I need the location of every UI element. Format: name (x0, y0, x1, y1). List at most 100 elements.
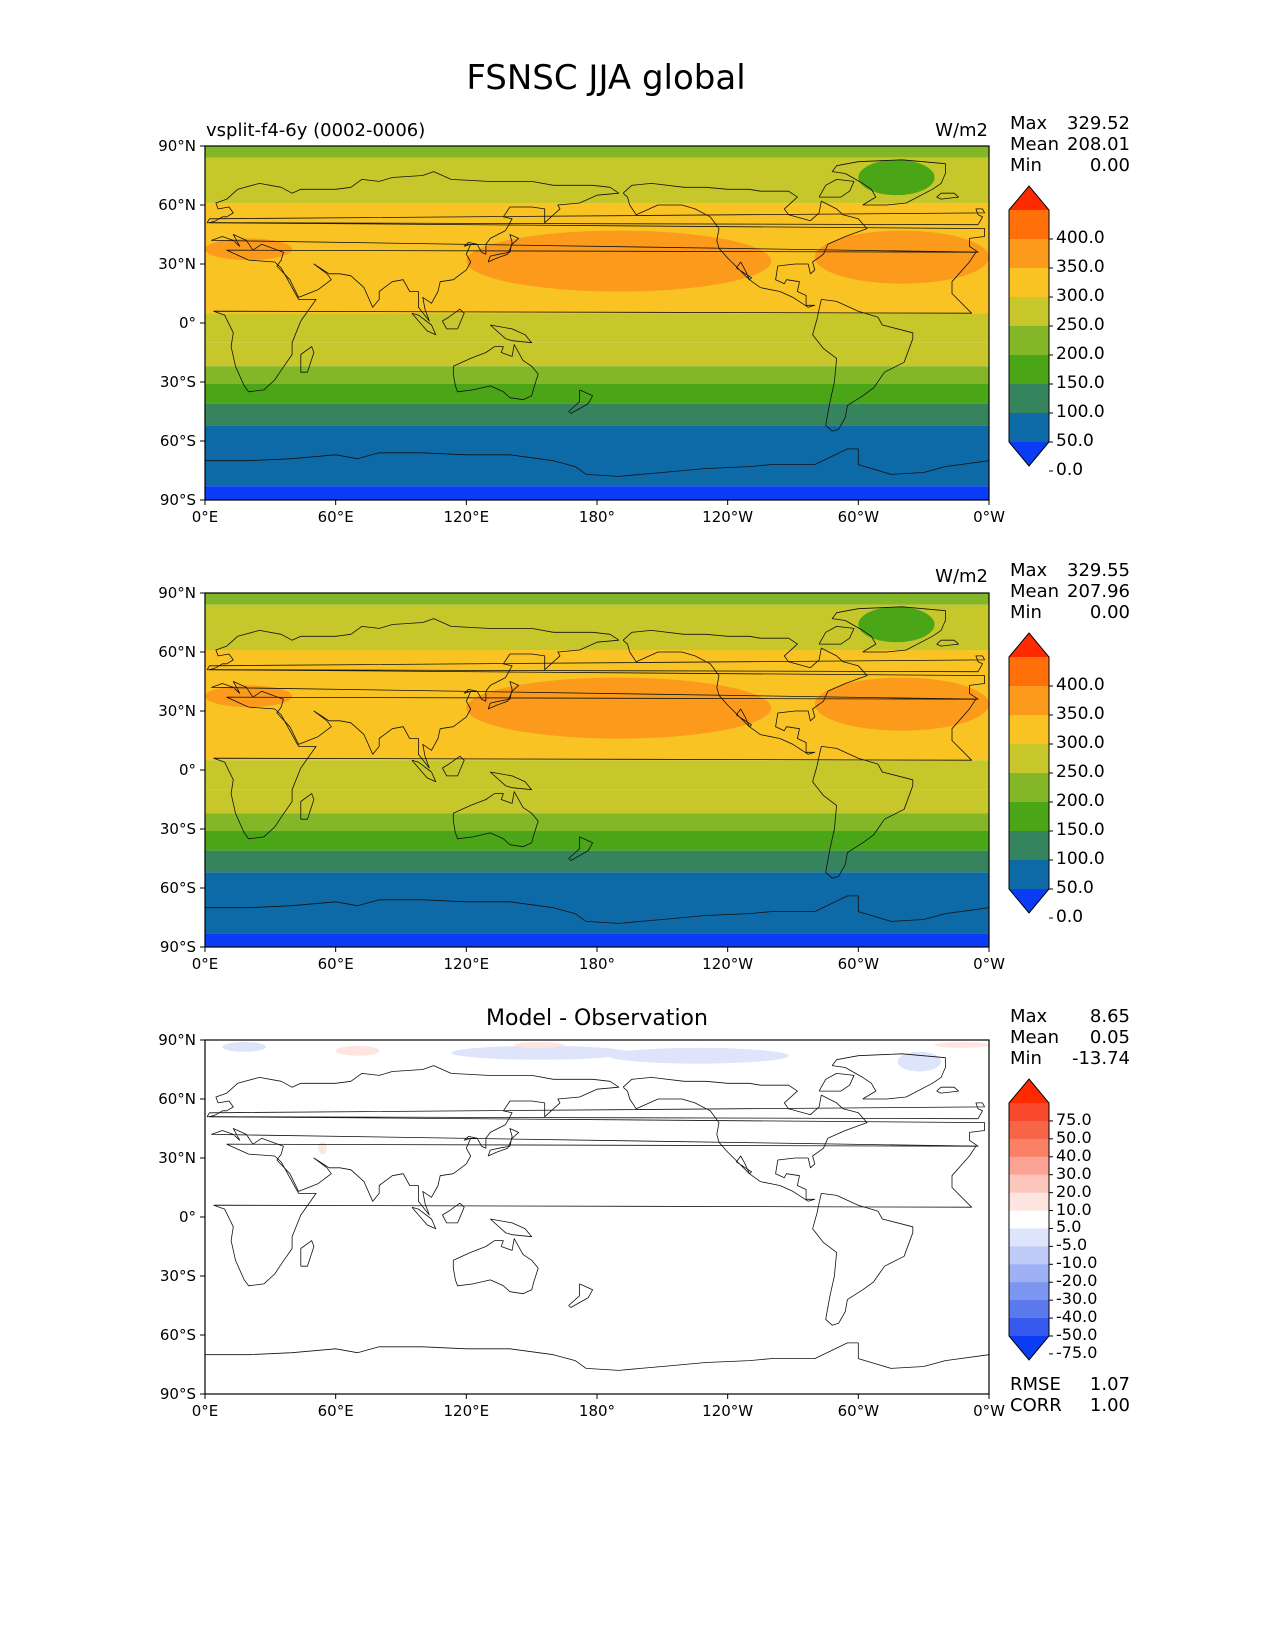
colorbar-segment (1009, 326, 1049, 356)
ytick-label: 60°N (158, 1090, 196, 1108)
field-band (205, 403, 989, 426)
field-band (205, 366, 989, 384)
colorbar-under-extend (1009, 1336, 1049, 1360)
colorbar-tick-label: 5.0 (1056, 1217, 1082, 1237)
colorbar-segment (1009, 384, 1049, 414)
coast-japan (487, 234, 519, 263)
xtick-label: 120°W (702, 508, 754, 526)
ytick-label: 60°S (159, 1326, 196, 1344)
colorbar-segment (1009, 773, 1049, 803)
colorbar-reference (1008, 632, 1053, 919)
coast-madagascar (300, 1240, 315, 1267)
xtick-label: 180° (578, 1402, 616, 1420)
colorbar-segment (1009, 1300, 1049, 1319)
colorbar-segment (1009, 297, 1049, 327)
field-band (205, 789, 989, 814)
xtick-label: 60°W (837, 1402, 880, 1420)
field-band (205, 760, 989, 790)
coast-british-isles (206, 655, 985, 673)
colorbar-segment (1009, 413, 1049, 443)
xtick-label: 120°W (702, 955, 754, 973)
colorbar-tick-label: 400.0 (1056, 227, 1105, 248)
colorbar-segment (1009, 1174, 1049, 1194)
colorbar-tick-label: 350.0 (1056, 703, 1105, 724)
coast-sumatra (411, 312, 437, 336)
colorbar-over-extend (1009, 186, 1049, 210)
colorbar-segment (1009, 1264, 1049, 1283)
colorbar-segment (1009, 1282, 1049, 1301)
coast-south-america (812, 1193, 914, 1326)
coast-new-zealand (568, 1283, 593, 1308)
ytick-label: 30°N (158, 1149, 196, 1167)
colorbar-segment (1009, 1228, 1049, 1247)
xtick-label: 60°E (317, 955, 354, 973)
stat-rmse-value: 1.07 (1089, 1374, 1130, 1395)
ytick-label: 0° (178, 314, 196, 332)
field-band (205, 157, 989, 178)
field-patch (607, 1047, 789, 1064)
colorbar-segment (1009, 1138, 1049, 1158)
coast-eurasia (209, 1065, 985, 1216)
stat-min-label: Min (1010, 602, 1042, 623)
colorbar-tick-label: 350.0 (1056, 256, 1105, 277)
colorbar-segment (1009, 686, 1049, 716)
stat-min-label: Min (1010, 1048, 1042, 1069)
xtick-label: 0°E (191, 508, 219, 526)
xtick-label: 120°E (443, 1402, 490, 1420)
field-band (205, 813, 989, 831)
ytick-label: 30°S (159, 1267, 196, 1285)
colorbar-test (1008, 185, 1053, 472)
stat-mean-value: 207.96 (1067, 581, 1130, 602)
colorbar-tick-label: 75.0 (1056, 1109, 1092, 1129)
stat-mean-value: 0.05 (1089, 1027, 1130, 1048)
colorbar-segment (1009, 860, 1049, 890)
ytick-label: 0° (178, 1208, 196, 1226)
colorbar-tick-label: 400.0 (1056, 674, 1105, 695)
colorbar-segment (1009, 268, 1049, 298)
field-region-mediterranean (205, 238, 293, 261)
ytick-label: 90°N (158, 584, 196, 602)
field-patch (222, 1041, 266, 1052)
ytick-label: 30°S (159, 373, 196, 391)
stat-max-label: Max (1010, 560, 1048, 581)
panel-units-label: W/m2 (935, 120, 988, 141)
coast-south-america (812, 746, 914, 879)
ytick-label: 90°N (158, 1031, 196, 1049)
map-field (205, 1040, 989, 1394)
colorbar-tick-label: -20.0 (1056, 1271, 1098, 1291)
colorbar-tick-label: -5.0 (1056, 1235, 1088, 1255)
coast-africa (213, 249, 977, 393)
xtick-label: 0°W (973, 955, 1005, 973)
coast-antarctica (205, 448, 989, 500)
colorbar-tick-label: 100.0 (1056, 848, 1105, 869)
coast-antarctica (205, 1342, 989, 1394)
field-patch (451, 1045, 630, 1060)
field-background (205, 1040, 989, 1394)
stat-max-label: Max (1010, 1006, 1048, 1027)
ytick-label: 90°S (159, 1385, 196, 1403)
colorbar-segment (1009, 744, 1049, 774)
coast-borneo (442, 1202, 465, 1224)
coast-borneo (442, 755, 465, 777)
ytick-label: 90°S (159, 491, 196, 509)
map-field (205, 593, 989, 947)
colorbar-tick-label: 100.0 (1056, 401, 1105, 422)
ytick-label: 60°N (158, 196, 196, 214)
colorbar-tick-label: -40.0 (1056, 1307, 1098, 1327)
coast-iceland (936, 1086, 959, 1094)
field-region-north-atlantic-high (814, 230, 989, 284)
ytick-label: 60°N (158, 643, 196, 661)
stat-mean-value: 208.01 (1067, 134, 1130, 155)
xtick-label: 180° (578, 508, 616, 526)
colorbar-under-extend (1009, 889, 1049, 913)
stat-mean-label: Mean (1010, 1027, 1060, 1048)
colorbar-tick-label: 40.0 (1056, 1145, 1092, 1165)
xtick-label: 120°E (443, 955, 490, 973)
colorbar-tick-label: -10.0 (1056, 1253, 1098, 1273)
ytick-label: 90°N (158, 137, 196, 155)
coast-australia (452, 791, 539, 848)
coast-baffin (818, 179, 855, 198)
field-band (205, 593, 989, 605)
xtick-label: 0°W (973, 1402, 1005, 1420)
ytick-label: 30°N (158, 255, 196, 273)
